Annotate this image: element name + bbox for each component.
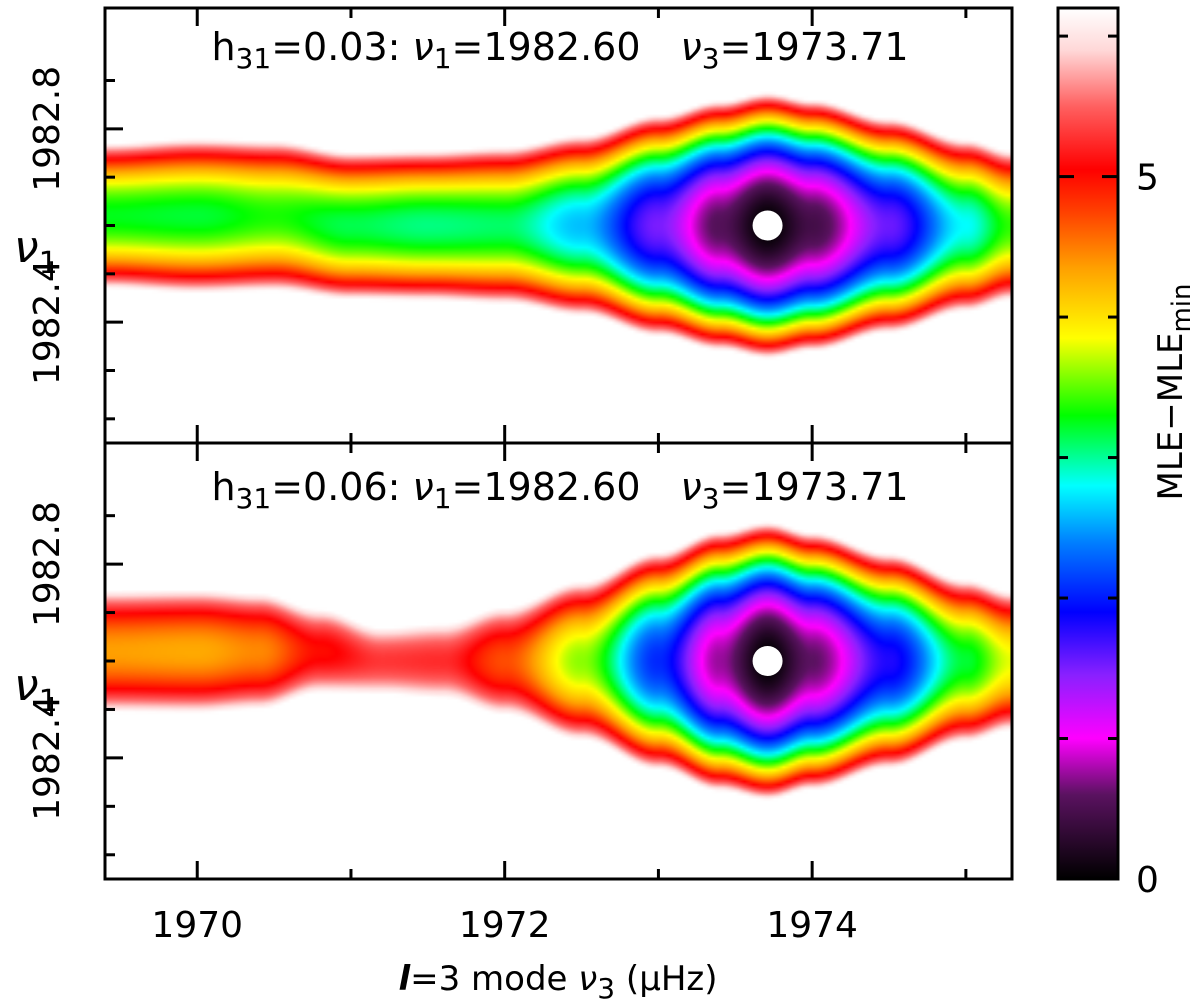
colorbar-label: MLE−MLEmin <box>1151 283 1197 500</box>
bottom-ylabel: ν1 <box>14 660 58 719</box>
bottom-h-sub: 31 <box>236 482 272 515</box>
colorbar-ticks: 05 <box>1058 34 1159 901</box>
colorbar: 05 MLE−MLEmin <box>1056 6 1197 901</box>
x-axis-ell: l <box>398 959 411 999</box>
top-nu3-sub: 3 <box>702 42 720 75</box>
bottom-nu3-symbol: ν <box>681 465 702 509</box>
colorbar-gradient <box>1058 8 1118 879</box>
bottom-h-symbol: h <box>211 465 235 509</box>
bottom-heatmap <box>105 443 1012 879</box>
top-nu1-symbol: ν <box>412 25 433 69</box>
bottom-ylabel-symbol: ν <box>14 660 39 711</box>
top-nu1-sub: 1 <box>434 42 452 75</box>
top-y-tick-label: 1982.8 <box>27 66 68 192</box>
x-axis-nu-sub: 3 <box>597 972 615 1004</box>
bottom-nu1-sub: 1 <box>434 482 452 515</box>
colorbar-label-sub: min <box>1167 283 1197 332</box>
colorbar-tick-label: 0 <box>1136 860 1159 901</box>
x-axis-rest: =3 mode <box>410 959 578 999</box>
colorbar-label-main: MLE−MLE <box>1151 333 1191 501</box>
top-ylabel-sub: 1 <box>39 246 58 281</box>
top-h-symbol: h <box>211 25 235 69</box>
top-best-fit-point <box>752 210 783 241</box>
bottom-nu3-sub: 3 <box>702 482 720 515</box>
top-ticks: 1982.4 1982.8 <box>27 8 968 443</box>
bottom-y-tick-label: 1982.8 <box>27 501 68 627</box>
bottom-best-fit-point <box>752 646 783 676</box>
bottom-annotation: h31=0.06: ν1=1982.60 ν3=1973.71 <box>211 465 908 515</box>
bottom-nu1-symbol: ν <box>412 465 433 509</box>
top-h-sub: 31 <box>236 42 272 75</box>
bottom-ticks: 1970 1972 1974 1982.4 1982.8 <box>27 443 968 946</box>
bottom-plot-frame <box>103 441 1014 881</box>
x-axis-nu: ν <box>578 959 597 999</box>
colorbar-tick-label: 5 <box>1136 158 1159 199</box>
top-y-tick-label: 1982.4 <box>27 259 68 385</box>
bottom-y-tick-label: 1982.4 <box>27 695 68 821</box>
x-tick-label-1970: 1970 <box>151 905 243 946</box>
bottom-h-value: =0.06: <box>271 465 400 509</box>
x-tick-label-1974: 1974 <box>766 905 858 946</box>
top-ylabel-symbol: ν <box>14 222 39 273</box>
top-nu3-value: =1973.71 <box>720 25 909 69</box>
colorbar-frame <box>1056 6 1120 881</box>
bottom-nu1-value: =1982.60 <box>452 465 641 509</box>
x-axis-unit: (μHz) <box>615 959 717 999</box>
x-tick-label-1972: 1972 <box>459 905 551 946</box>
top-nu1-value: =1982.60 <box>452 25 641 69</box>
top-h-value: =0.03: <box>271 25 400 69</box>
bottom-nu3-value: =1973.71 <box>720 465 909 509</box>
top-ylabel: ν1 <box>14 222 58 281</box>
top-heatmap <box>105 8 1012 443</box>
x-axis-title: l=3 mode ν3 (μHz) <box>398 959 717 1004</box>
top-nu3-symbol: ν <box>681 25 702 69</box>
top-annotation: h31=0.03: ν1=1982.60 ν3=1973.71 <box>211 25 908 75</box>
bottom-ylabel-sub: 1 <box>39 684 58 719</box>
